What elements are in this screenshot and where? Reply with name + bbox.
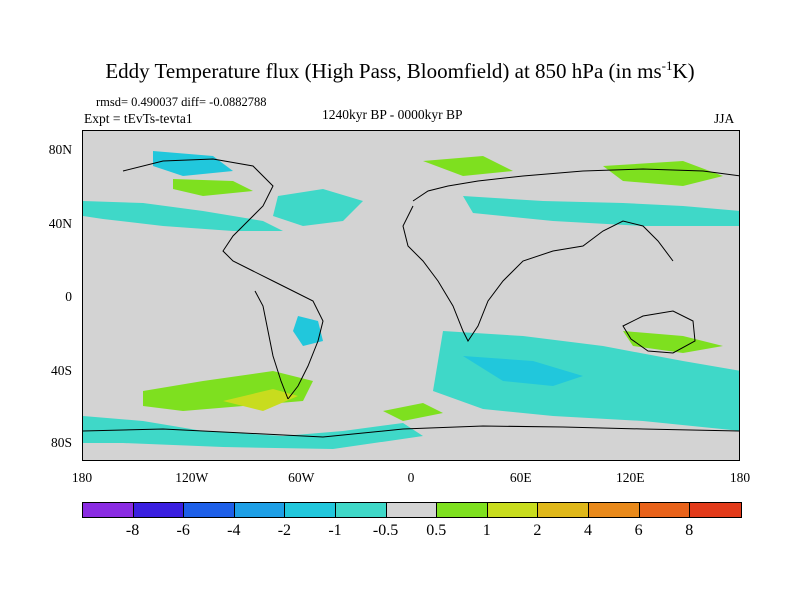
southern-ocean-anomaly [433, 331, 739, 431]
colorbar-swatch [335, 503, 387, 517]
map-plot-area [82, 130, 740, 461]
north-pacific-band [83, 201, 283, 231]
time-period-label: 1240kyr BP - 0000kyr BP [322, 107, 463, 122]
north-atlantic-band [273, 189, 363, 226]
colorbar-label: -2 [277, 522, 292, 539]
colorbar-label: 0.5 [426, 522, 447, 539]
y-tick: 40S [50, 363, 72, 378]
map-svg [83, 131, 739, 460]
scandinavia-positive [423, 156, 513, 176]
x-tick: 120E [616, 470, 645, 485]
anomaly-fields [83, 151, 739, 449]
colorbar-swatch [588, 503, 640, 517]
y-tick: 80S [50, 435, 72, 450]
colorbar-label: -1 [328, 522, 342, 539]
indian-ocean-anomaly [463, 356, 583, 386]
americas-coastline [122, 158, 324, 400]
colorbar-swatch [690, 503, 741, 517]
colorbar-swatch [437, 503, 488, 517]
antarctic-edge-anomaly [83, 416, 423, 449]
colorbar-swatch [83, 503, 134, 517]
colorbar [82, 502, 742, 518]
south-indian-positive [623, 331, 723, 353]
experiment-label: Expt = tEvTs-tevta1 [84, 111, 193, 126]
north-america-positive [173, 179, 253, 196]
colorbar-swatch [133, 503, 185, 517]
colorbar-label: -0.5 [372, 522, 399, 539]
colorbar-label: -4 [227, 522, 241, 539]
colorbar-swatch [639, 503, 691, 517]
y-tick: 80N [48, 142, 72, 157]
x-tick: 120W [175, 470, 209, 485]
eurasia-north-coast [412, 168, 739, 202]
colorbar-swatch [184, 503, 235, 517]
colorbar-label: 1 [482, 522, 491, 539]
australia-coastline [622, 310, 696, 354]
africa-asia-coastline [402, 205, 674, 342]
colorbar-swatch [538, 503, 589, 517]
colorbar-swatch [285, 503, 336, 517]
arctic-canada-anomaly [153, 151, 233, 176]
x-tick: 180 [729, 470, 751, 485]
coastlines [83, 158, 739, 438]
colorbar-label: 4 [584, 522, 592, 539]
antarctica-coastline [83, 425, 739, 438]
colorbar-swatch [234, 503, 286, 517]
x-tick: 180 [71, 470, 93, 485]
weddell-positive [383, 403, 443, 421]
x-tick: 60E [509, 470, 532, 485]
y-tick: 40N [48, 216, 72, 231]
rmsd-diff-stats: rmsd= 0.490037 diff= -0.0882788 [96, 95, 267, 109]
colorbar-label: 6 [634, 522, 643, 539]
colorbar-label: 2 [533, 522, 542, 539]
south-america-anomaly [293, 316, 323, 346]
colorbar-swatch [386, 503, 438, 517]
y-tick: 0 [65, 289, 72, 304]
colorbar-label: -6 [176, 522, 190, 539]
colorbar-label: 8 [685, 522, 694, 539]
colorbar-label: -8 [125, 522, 140, 539]
colorbar-swatch [487, 503, 539, 517]
eurasia-band [463, 196, 739, 226]
season-label: JJA [714, 111, 735, 126]
south-pacific-strong [223, 389, 298, 411]
siberia-positive [603, 161, 723, 186]
x-tick: 60W [288, 470, 315, 485]
x-tick: 0 [407, 470, 415, 485]
south-america-west-coast [254, 290, 289, 400]
figure-title: Eddy Temperature flux (High Pass, Bloomf… [105, 58, 695, 83]
